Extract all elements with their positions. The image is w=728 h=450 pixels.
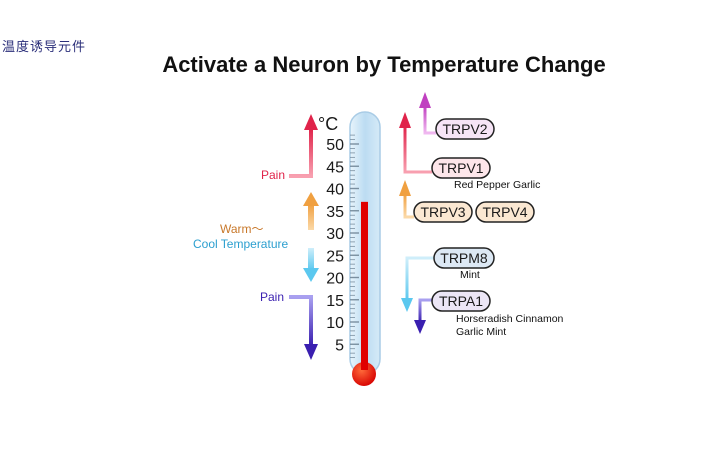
trpa1-channel: TRPA1 Horseradish Cinnamon Garlic Mint <box>414 290 564 338</box>
tick-label: 40 <box>326 182 344 199</box>
arrow-up-icon <box>399 112 411 128</box>
trpv3-trpv4-channels: TRPV3 TRPV4 <box>399 180 535 223</box>
trpv1-note: Red Pepper Garlic <box>454 179 540 191</box>
thermometer-bulb <box>352 362 376 386</box>
tick-label: 50 <box>326 137 344 154</box>
tick-label: 45 <box>326 159 344 176</box>
trpa1-note-2: Garlic Mint <box>456 326 506 338</box>
tick-label: 5 <box>335 337 344 354</box>
cool-label: Cool Temperature <box>193 237 288 251</box>
trpv1-label: TRPV1 <box>438 160 483 176</box>
trpv1-channel: TRPV1 Red Pepper Garlic <box>399 112 540 191</box>
trpm8-label: TRPM8 <box>440 250 488 266</box>
pain-high-indicator: Pain <box>261 114 318 182</box>
trpm8-note: Mint <box>460 269 480 281</box>
trpv4-label: TRPV4 <box>482 204 527 220</box>
unit-label: °C <box>318 114 338 134</box>
tick-labels: 50 45 40 35 30 25 20 15 10 5 <box>326 137 344 354</box>
tick-label: 30 <box>326 226 344 243</box>
thermometer: 50 45 40 35 30 25 20 15 10 5 °C <box>318 111 381 386</box>
arrow-down-icon <box>414 320 426 334</box>
arrow-up-icon <box>303 192 319 206</box>
tick-label: 25 <box>326 248 344 265</box>
arrow-up-icon <box>419 92 431 108</box>
arrow-up-icon <box>399 180 411 196</box>
warm-label: Warm～ <box>220 222 264 236</box>
arrow-up-icon <box>304 114 318 130</box>
tick-label: 10 <box>326 315 344 332</box>
tick-marks <box>350 134 359 359</box>
corner-caption: 温度诱导元件 <box>2 40 87 55</box>
pain-low-label: Pain <box>260 290 284 304</box>
trpa1-label: TRPA1 <box>439 293 483 309</box>
mercury-column <box>361 201 368 370</box>
trpa1-note-1: Horseradish Cinnamon <box>456 313 564 325</box>
arrow-down-icon <box>304 344 318 360</box>
warm-cool-indicator: Warm～ Cool Temperature <box>193 192 319 282</box>
trpv2-channel: TRPV2 <box>419 92 495 140</box>
trpv2-label: TRPV2 <box>442 121 487 137</box>
trpm8-channel: TRPM8 Mint <box>401 247 495 312</box>
page-title: Activate a Neuron by Temperature Change <box>162 52 606 77</box>
arrow-down-icon <box>303 268 319 282</box>
trpv3-label: TRPV3 <box>420 204 465 220</box>
pain-low-indicator: Pain <box>260 290 318 360</box>
tick-label: 15 <box>326 293 344 310</box>
arrow-down-icon <box>401 298 413 312</box>
tick-label: 20 <box>326 271 344 288</box>
tick-label: 35 <box>326 204 344 221</box>
pain-high-label: Pain <box>261 168 285 182</box>
